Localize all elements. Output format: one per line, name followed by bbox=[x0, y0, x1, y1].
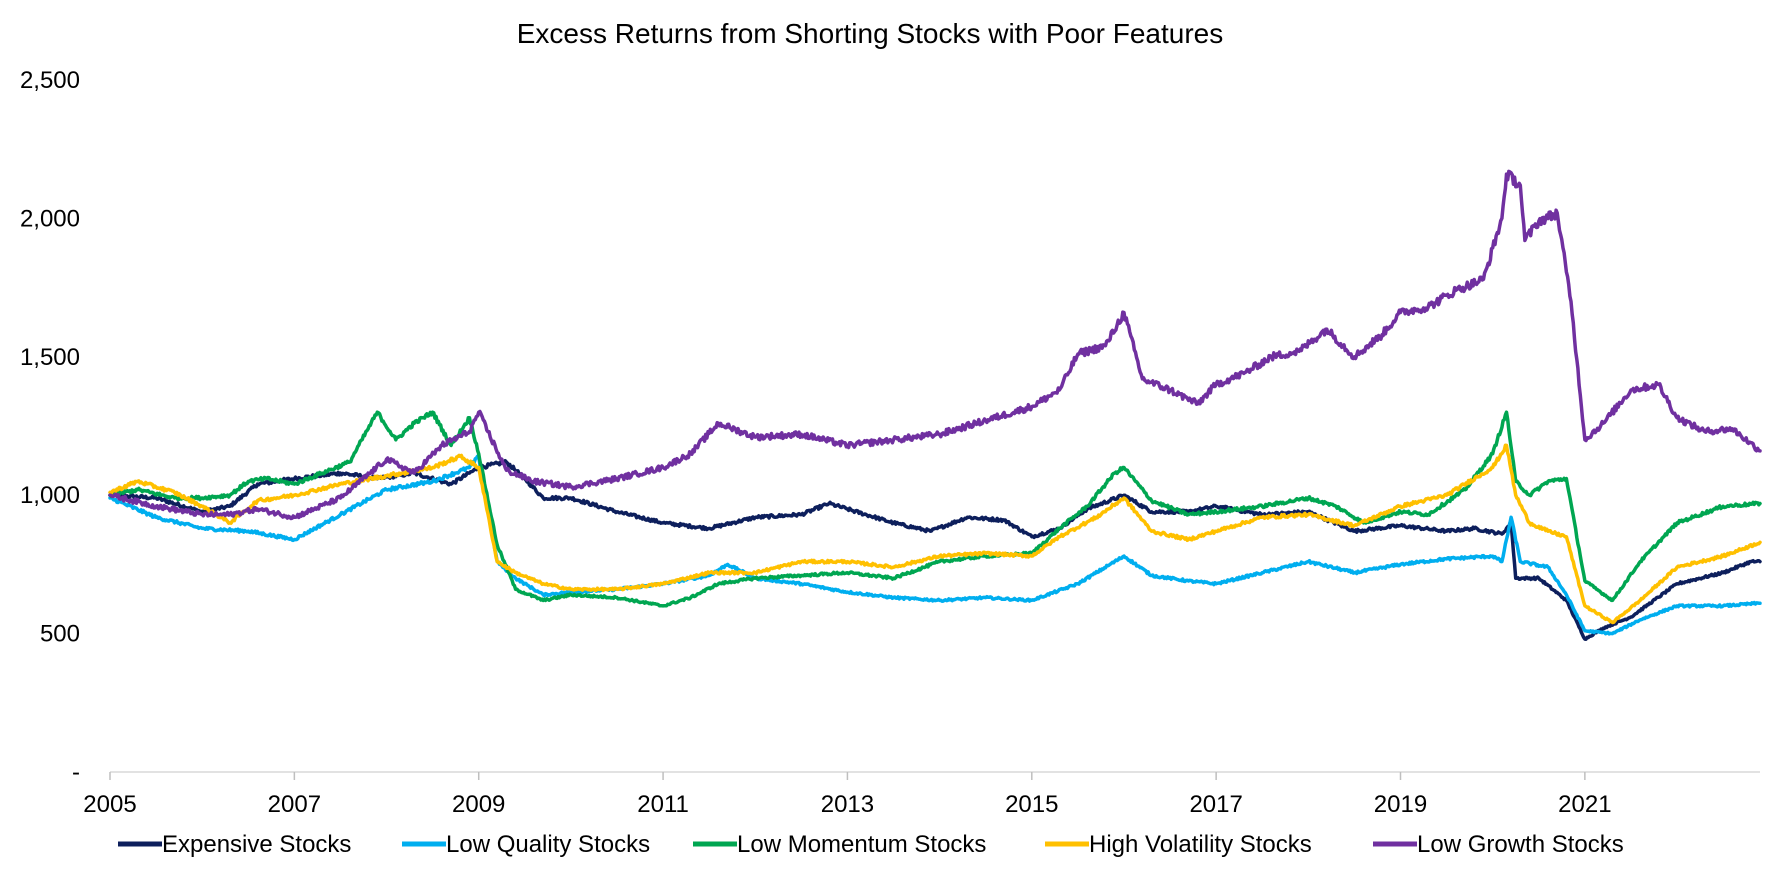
y-tick-label: 1,500 bbox=[20, 344, 80, 371]
legend-label: Expensive Stocks bbox=[162, 831, 351, 858]
x-tick-label: 2021 bbox=[1558, 791, 1611, 818]
y-tick-label: 1,000 bbox=[20, 482, 80, 509]
x-tick-label: 2013 bbox=[821, 791, 874, 818]
legend-label: High Volatility Stocks bbox=[1089, 831, 1312, 858]
x-tick-label: 2019 bbox=[1374, 791, 1427, 818]
legend-label: Low Growth Stocks bbox=[1417, 831, 1624, 858]
series-line-expensive-stocks bbox=[108, 458, 1762, 641]
series-line-low-momentum-stocks bbox=[108, 410, 1762, 608]
legend-label: Low Quality Stocks bbox=[446, 831, 650, 858]
x-tick-label: 2011 bbox=[637, 791, 689, 818]
x-tick-label: 2005 bbox=[83, 791, 136, 818]
series-line-low-growth-stocks bbox=[108, 169, 1762, 521]
y-tick-label: 2,000 bbox=[20, 205, 80, 232]
y-axis-ticks: - 500 1,000 1,500 2,000 2,500 bbox=[20, 67, 80, 786]
legend: Expensive Stocks Low Quality Stocks Low Mo… bbox=[118, 831, 1624, 858]
legend-label: Low Momentum Stocks bbox=[737, 831, 986, 858]
x-tick-label: 2015 bbox=[1005, 791, 1058, 818]
series-line-low-quality-stocks bbox=[108, 454, 1762, 636]
x-axis: 2005 2007 2009 2011 2013 2015 2017 2019 2021 bbox=[83, 771, 1760, 818]
y-tick-label: 500 bbox=[40, 621, 80, 648]
x-tick-label: 2009 bbox=[452, 791, 505, 818]
series-layer bbox=[108, 169, 1762, 641]
x-tick-label: 2007 bbox=[268, 791, 321, 818]
series-line-high-volatility-stocks bbox=[108, 443, 1762, 625]
x-tick-label: 2017 bbox=[1189, 791, 1242, 818]
y-tick-label: - bbox=[72, 759, 80, 786]
y-tick-label: 2,500 bbox=[20, 67, 80, 94]
chart-title: Excess Returns from Shorting Stocks with… bbox=[517, 18, 1224, 49]
